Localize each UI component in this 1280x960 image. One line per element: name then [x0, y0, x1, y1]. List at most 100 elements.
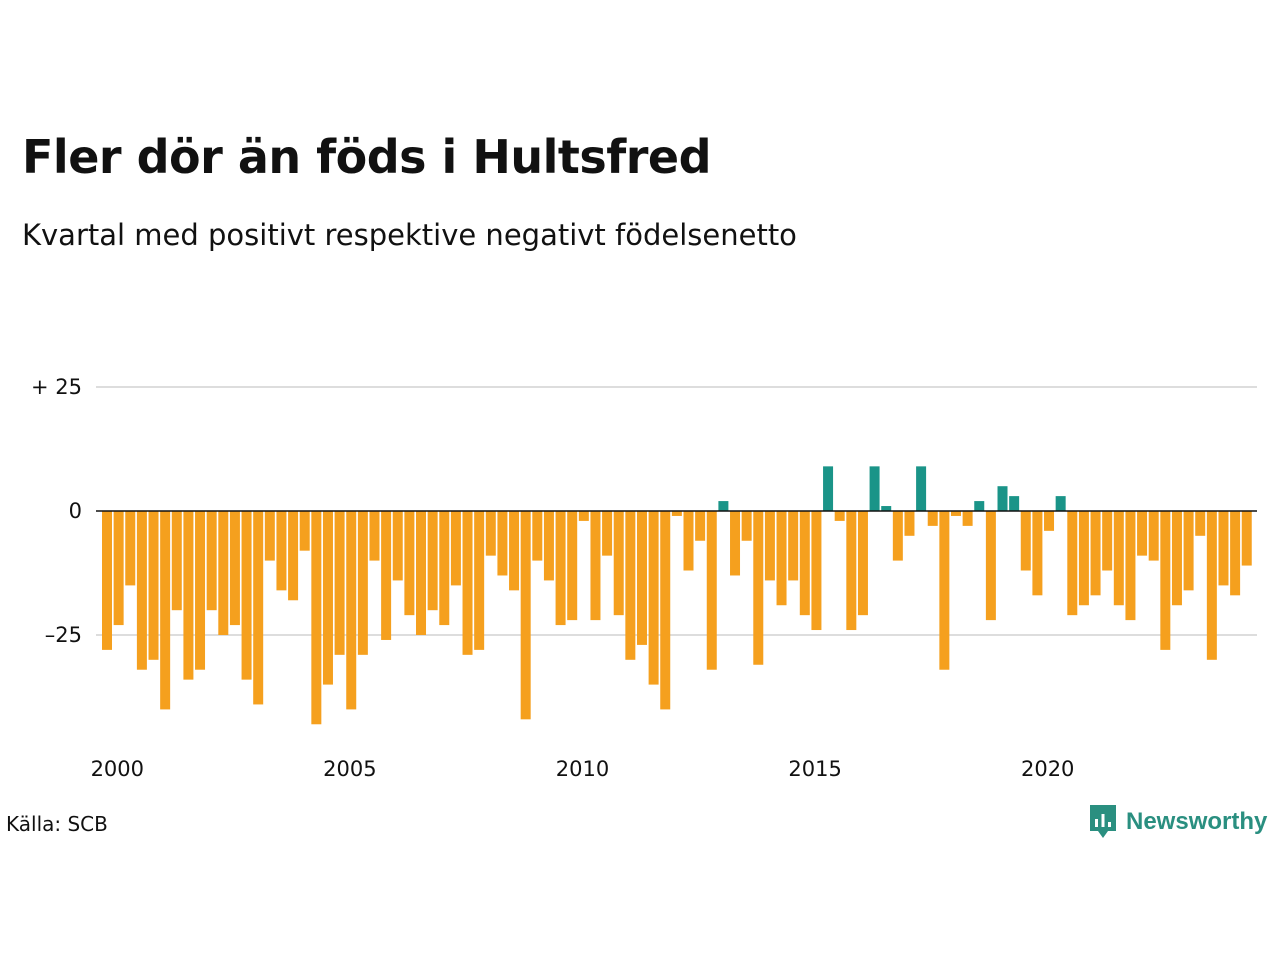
bar — [799, 511, 810, 616]
bar — [869, 466, 880, 511]
bar — [950, 511, 961, 516]
bar — [660, 511, 671, 710]
x-tick-label: 2010 — [556, 757, 609, 781]
bar — [404, 511, 415, 616]
x-tick-label: 2020 — [1021, 757, 1074, 781]
bar — [450, 511, 461, 586]
bar — [718, 501, 729, 511]
bar — [892, 511, 903, 561]
bar — [1009, 496, 1020, 511]
bar — [683, 511, 694, 571]
bar — [381, 511, 392, 640]
bar — [1241, 511, 1252, 566]
bar — [532, 511, 543, 561]
bar — [357, 511, 368, 655]
bar — [485, 511, 496, 556]
x-tick-label: 2015 — [788, 757, 841, 781]
bar — [730, 511, 741, 576]
bar — [811, 511, 822, 631]
bars-group — [102, 466, 1252, 725]
bar — [125, 511, 136, 586]
bar — [195, 511, 206, 670]
bar — [1113, 511, 1124, 606]
bar — [1206, 511, 1217, 660]
bar — [102, 511, 112, 650]
bar — [753, 511, 764, 665]
bar — [218, 511, 229, 635]
bar — [1195, 511, 1206, 536]
chart-subtitle: Kvartal med positivt respektive negativt… — [22, 218, 797, 252]
bar — [1067, 511, 1078, 616]
bar — [543, 511, 554, 581]
bar — [741, 511, 752, 541]
bar — [671, 511, 682, 516]
bar — [474, 511, 485, 650]
bar — [927, 511, 938, 526]
bar — [776, 511, 787, 606]
bar — [939, 511, 950, 670]
bar — [229, 511, 240, 626]
bar — [520, 511, 531, 720]
bar — [288, 511, 299, 601]
bar — [1044, 511, 1055, 531]
bar — [276, 511, 287, 591]
bar — [916, 466, 927, 511]
bar — [1102, 511, 1113, 571]
bar — [834, 511, 845, 521]
bar — [136, 511, 147, 670]
bar — [823, 466, 834, 511]
bar — [648, 511, 659, 685]
bar-chart: + 25 0 –25 2000 2005 2010 2015 2020 — [31, 375, 1257, 781]
bar — [613, 511, 624, 616]
bar — [985, 511, 996, 621]
bar — [1090, 511, 1101, 596]
y-tick-label: –25 — [45, 623, 82, 647]
y-tick-label: + 25 — [31, 375, 82, 399]
bar — [171, 511, 182, 611]
bar — [1171, 511, 1182, 606]
bar — [1183, 511, 1194, 591]
bar — [299, 511, 310, 551]
bar — [334, 511, 345, 655]
bar — [904, 511, 915, 536]
bar — [706, 511, 717, 670]
source-note: Källa: SCB — [6, 812, 108, 836]
bar — [1230, 511, 1241, 596]
bar — [1020, 511, 1031, 571]
bar — [264, 511, 275, 561]
bar — [590, 511, 601, 621]
bar — [846, 511, 857, 631]
bar — [695, 511, 706, 541]
bar — [416, 511, 427, 635]
bar — [881, 506, 892, 511]
bar — [241, 511, 252, 680]
bar — [183, 511, 194, 680]
bar — [764, 511, 775, 581]
chart-title: Fler dör än föds i Hultsfred — [22, 130, 712, 184]
bar — [1032, 511, 1043, 596]
bar — [625, 511, 636, 660]
bar — [1218, 511, 1229, 586]
bar — [148, 511, 159, 660]
brand-logo[interactable]: Newsworthy — [1088, 803, 1267, 841]
bar — [1078, 511, 1089, 606]
bar — [578, 511, 589, 521]
bar — [113, 511, 124, 626]
bar — [555, 511, 566, 626]
bar — [322, 511, 333, 685]
newsworthy-logo-icon — [1090, 805, 1116, 838]
bar — [439, 511, 450, 626]
x-tick-label: 2005 — [323, 757, 376, 781]
brand-name: Newsworthy — [1126, 808, 1268, 835]
bar — [311, 511, 322, 725]
bar — [1160, 511, 1171, 650]
x-tick-label: 2000 — [91, 757, 144, 781]
bar — [253, 511, 264, 705]
bar — [788, 511, 799, 581]
bar — [509, 511, 520, 591]
bar — [369, 511, 380, 561]
bar — [1055, 496, 1066, 511]
bar — [427, 511, 438, 611]
bar — [160, 511, 171, 710]
bar — [567, 511, 578, 621]
